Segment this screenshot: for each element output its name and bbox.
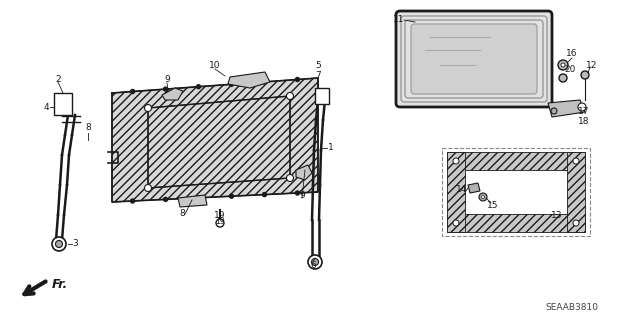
Text: 12: 12 (586, 61, 598, 70)
Text: 9: 9 (299, 190, 305, 199)
Circle shape (308, 255, 322, 269)
Bar (447, 152, 585, 170)
Bar (442, 148, 590, 236)
Bar (447, 214, 585, 232)
Circle shape (262, 193, 266, 197)
Circle shape (131, 90, 134, 93)
Circle shape (453, 158, 459, 164)
Circle shape (573, 220, 579, 226)
Circle shape (164, 87, 168, 91)
Text: 11: 11 (393, 16, 404, 25)
Text: 18: 18 (579, 117, 589, 127)
Polygon shape (548, 100, 585, 117)
Text: SEAAB3810: SEAAB3810 (545, 303, 598, 313)
Polygon shape (468, 183, 480, 193)
Circle shape (196, 85, 200, 89)
Circle shape (551, 108, 557, 114)
Text: 9: 9 (164, 75, 170, 84)
Circle shape (581, 71, 589, 79)
Circle shape (296, 78, 300, 81)
Circle shape (145, 105, 152, 112)
Circle shape (131, 199, 134, 203)
Text: 8: 8 (85, 123, 91, 132)
Circle shape (561, 63, 565, 67)
Text: 19: 19 (215, 218, 225, 226)
Text: 2: 2 (55, 75, 61, 84)
Text: 5: 5 (315, 61, 321, 70)
Circle shape (262, 80, 266, 84)
Circle shape (52, 237, 66, 251)
Text: 10: 10 (209, 61, 221, 70)
FancyBboxPatch shape (396, 11, 552, 107)
Text: Fr.: Fr. (52, 278, 68, 292)
FancyBboxPatch shape (411, 24, 537, 94)
Bar (315, 88, 329, 104)
Bar (54, 93, 72, 115)
Polygon shape (162, 88, 183, 100)
Circle shape (145, 184, 152, 191)
Circle shape (196, 196, 200, 200)
Text: 13: 13 (551, 211, 563, 219)
Circle shape (453, 220, 459, 226)
Text: 1: 1 (328, 144, 334, 152)
Text: 6: 6 (310, 261, 316, 270)
Text: 4: 4 (43, 102, 49, 112)
Circle shape (230, 82, 234, 86)
Circle shape (573, 158, 579, 164)
Circle shape (230, 194, 234, 198)
Circle shape (296, 191, 300, 195)
Circle shape (287, 93, 294, 100)
Circle shape (559, 74, 567, 82)
Circle shape (578, 103, 586, 111)
Circle shape (558, 60, 568, 70)
Polygon shape (178, 195, 207, 207)
Text: 17: 17 (579, 108, 589, 116)
Circle shape (164, 197, 168, 201)
Text: 19: 19 (214, 211, 226, 220)
Circle shape (481, 196, 484, 198)
Circle shape (287, 174, 294, 182)
Text: 3: 3 (72, 240, 77, 249)
Polygon shape (296, 165, 312, 180)
Text: 20: 20 (564, 65, 576, 75)
Text: 16: 16 (566, 49, 578, 58)
Text: 14: 14 (456, 186, 468, 195)
Bar (567, 152, 585, 232)
Circle shape (216, 219, 224, 227)
Text: 7: 7 (315, 71, 321, 80)
Text: 15: 15 (487, 201, 499, 210)
Polygon shape (228, 72, 270, 88)
PathPatch shape (112, 78, 318, 202)
Circle shape (312, 258, 319, 265)
Circle shape (479, 193, 487, 201)
Bar (447, 152, 465, 232)
Text: 8: 8 (179, 210, 185, 219)
Circle shape (56, 241, 63, 248)
